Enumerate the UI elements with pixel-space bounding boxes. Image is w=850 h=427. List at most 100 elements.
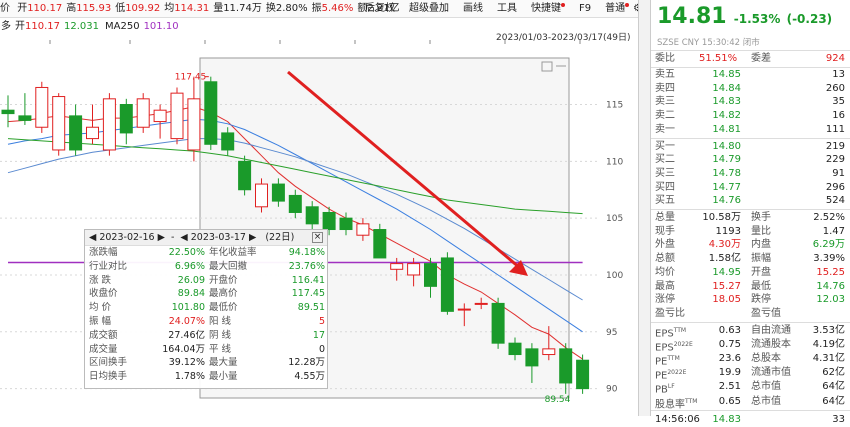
price-info-label: 振 <box>311 3 322 14</box>
ask-volume: 111 <box>825 123 845 135</box>
stat-label: 阳 线 <box>209 316 232 327</box>
ask-label: 卖一 <box>655 123 675 135</box>
quote-stat-value: 15.27 <box>712 280 741 292</box>
vertical-scrollbar[interactable] <box>638 0 650 416</box>
price-info-value: 5.46% <box>321 3 354 14</box>
quote-stat-label: 涨停 <box>655 294 675 306</box>
bid-volume: 229 <box>825 154 845 166</box>
y-tick-label: 110 <box>606 157 623 167</box>
price-info-label: 均 <box>164 3 175 14</box>
ask-row[interactable]: 卖二 14.82 16 <box>655 109 847 123</box>
fundamental-label: 自由流通 <box>751 324 791 336</box>
maximize-icon[interactable] <box>541 61 553 72</box>
interval-stat-row: 成交额 27.46亿阴 线 17 <box>85 330 329 343</box>
kline-chart-area[interactable]: 价 开110.17 高115.93 低109.92 均114.31 量11.74万 换2.… <box>0 0 638 416</box>
stat-value: 89.84 <box>177 288 205 300</box>
stat-label: 平 线 <box>209 343 232 355</box>
menu-item[interactable]: 超级叠加 <box>409 3 449 14</box>
prev-end-icon[interactable]: ◀ <box>180 232 188 243</box>
trend-arrow-line[interactable] <box>287 70 521 270</box>
bid-label: 买五 <box>655 195 675 207</box>
next-end-icon[interactable]: ▶ <box>249 232 257 243</box>
bid-row[interactable]: 买二 14.79 229 <box>655 153 847 167</box>
menu-item[interactable]: 画线 <box>463 3 483 14</box>
menu-item[interactable]: 快捷键 <box>531 3 561 14</box>
bid-volume: 296 <box>825 181 845 193</box>
bid-label: 买二 <box>655 154 675 166</box>
ask-volume: 16 <box>832 110 845 122</box>
ask-price: 14.85 <box>712 69 741 80</box>
divider <box>651 67 850 68</box>
fundamental-label: PBLF <box>655 383 675 396</box>
ma-legend-row: 多开110.17 12.031 MA250 101.10 <box>0 18 638 36</box>
price-info-value: 11.74万 <box>223 3 262 14</box>
bid-row[interactable]: 买一 14.80 219 <box>655 140 847 154</box>
fundamental-label: PE2022E <box>655 369 687 382</box>
interval-start-date[interactable]: 2023-02-16 <box>99 232 155 243</box>
price-change-abs: (-0.23) <box>786 12 833 26</box>
bid-row[interactable]: 买四 14.77 296 <box>655 181 847 195</box>
bid-volume: 524 <box>825 195 845 207</box>
interval-days: (22日) <box>265 232 295 243</box>
quote-stat-row: 外盘 4.30万 内盘 6.29万 <box>655 238 847 252</box>
next-start-icon[interactable]: ▶ <box>157 232 165 243</box>
candlestick-chart[interactable]: 90 95 100 105 110 115 117.45 89.54 <box>0 0 638 416</box>
menu-item[interactable]: 工具 <box>497 3 517 14</box>
quote-stat-row: 涨停 18.05 跌停 12.03 <box>655 293 847 307</box>
stat-label: 开盘价 <box>209 274 238 286</box>
stat-value: 27.46亿 <box>168 329 205 341</box>
interval-stat-row: 均 价 101.80 最低价 89.51 <box>85 302 329 315</box>
ask-row[interactable]: 卖三 14.83 35 <box>655 95 847 109</box>
stat-value: 39.12% <box>168 357 205 369</box>
quote-stat-value: 10.58万 <box>702 212 741 223</box>
ask-row[interactable]: 卖一 14.81 111 <box>655 123 847 137</box>
stat-label: 最低价 <box>209 302 238 314</box>
fundamental-sub-label: TTM <box>673 326 687 334</box>
ask-volume: 260 <box>825 82 845 94</box>
quote-stat-value: 1.58亿 <box>708 253 741 265</box>
stat-value: 0 <box>318 343 325 355</box>
stat-value: 117.45 <box>291 288 325 300</box>
quote-stat-value: 14.95 <box>712 266 741 278</box>
candle-body <box>491 302 505 344</box>
ask-row[interactable]: 卖五 14.85 13 <box>655 68 847 82</box>
fundamental-label: 流通股本 <box>751 338 791 350</box>
bid-row[interactable]: 买三 14.78 91 <box>655 167 847 181</box>
prev-start-icon[interactable]: ◀ <box>89 232 97 243</box>
bid-row[interactable]: 买五 14.76 524 <box>655 194 847 208</box>
stat-value: 4.55万 <box>294 371 325 383</box>
candle-body <box>288 194 302 213</box>
commit-diff-label: 委差 <box>751 53 771 64</box>
quote-stat-label: 盈亏比 <box>655 307 685 319</box>
stat-value: 22.50% <box>168 247 205 258</box>
bid-label: 买三 <box>655 167 675 179</box>
commit-ratio-label: 委比 <box>655 53 675 64</box>
exchange-info: SZSE CNY 15:30:42 闭市 <box>657 36 760 48</box>
y-tick-label: 105 <box>606 214 623 224</box>
menu-item[interactable]: 普通 <box>605 3 626 14</box>
stat-value: 94.18% <box>288 247 325 258</box>
fundamental-label: EPS2022E <box>655 340 693 354</box>
fundamental-label: 总市值 <box>751 381 781 393</box>
fundamental-value: 0.75 <box>718 338 741 350</box>
stat-value: 26.09 <box>177 274 205 286</box>
fundamental-sub-label: TTM <box>685 397 698 405</box>
menu-item[interactable]: 后复权 <box>365 3 395 14</box>
close-icon[interactable]: × <box>312 232 323 243</box>
divider <box>651 409 850 411</box>
low-marker-label: 89.54 <box>545 395 571 405</box>
quote-stat-value: 3.39% <box>813 253 845 265</box>
moving-average-line <box>7 138 583 301</box>
menu-item[interactable]: F9 <box>579 3 592 14</box>
currency-code: CNY <box>681 38 700 48</box>
quote-stat-label: 最低 <box>751 280 771 292</box>
settings-icon[interactable]: ⚙ <box>633 3 638 14</box>
interval-stat-row: 涨跌幅 22.50% 年化收益率 94.18% <box>85 247 329 260</box>
fundamental-row: 股息率TTM 0.65 总市值 64亿 <box>655 395 847 410</box>
date-range-label: 2023/01/03-2023/03/17(49日) <box>496 33 631 43</box>
bid-volume: 91 <box>832 167 845 179</box>
interval-end-date[interactable]: 2023-03-17 <box>190 232 246 243</box>
fundamental-value: 62亿 <box>822 367 845 379</box>
ask-row[interactable]: 卖四 14.84 260 <box>655 82 847 96</box>
